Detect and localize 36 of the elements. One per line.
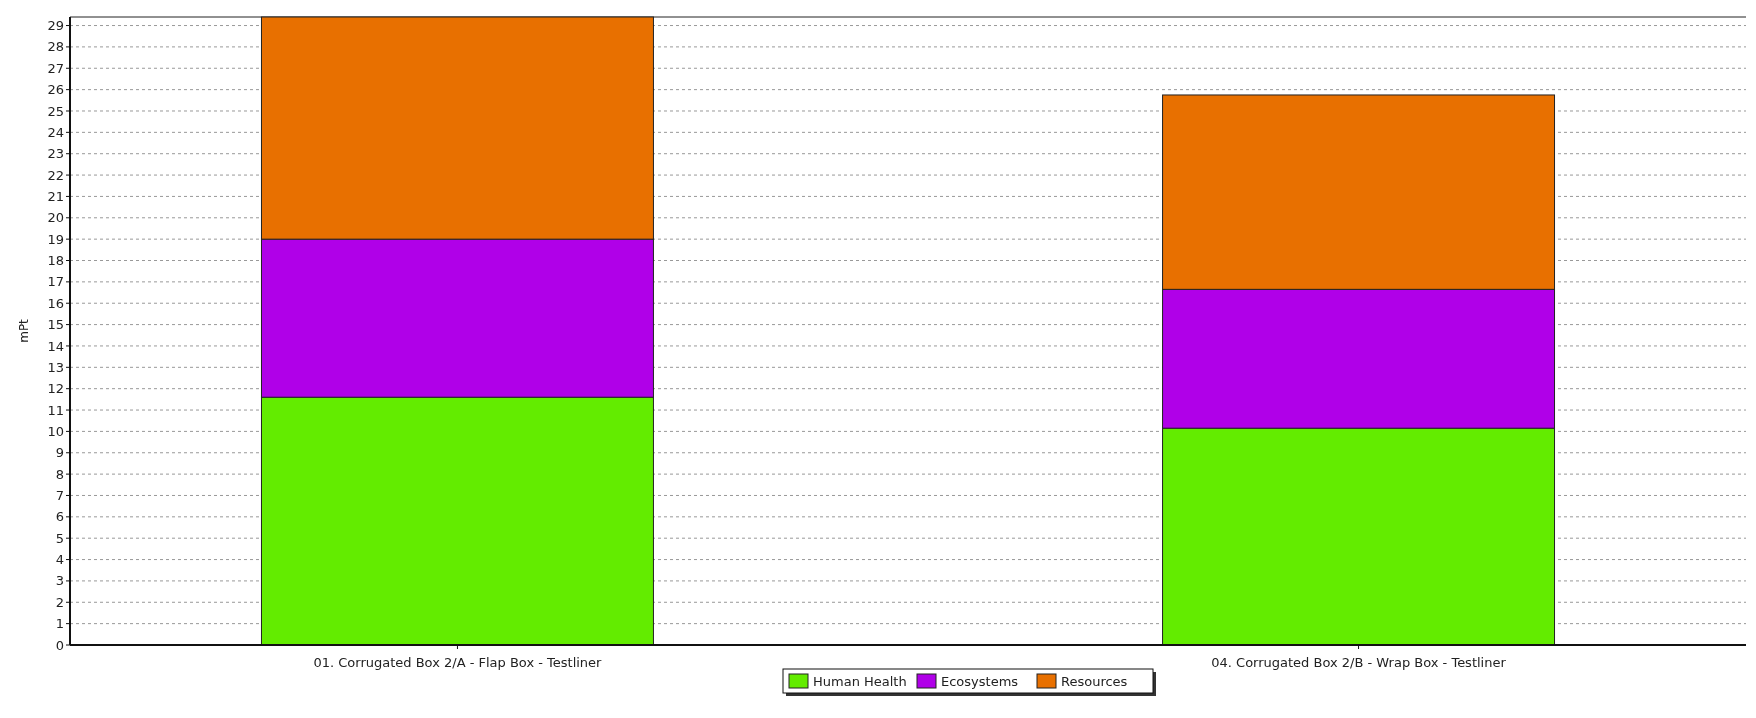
y-tick-label: 4 [55,552,64,568]
y-tick-label: 15 [47,317,64,333]
y-tick-label: 14 [47,338,64,354]
y-tick-label: 19 [47,231,64,247]
y-tick-label: 29 [47,18,64,34]
y-tick-label: 27 [47,60,64,76]
x-tick-label: 01. Corrugated Box 2/A - Flap Box - Testliner [313,655,603,670]
y-tick-label: 20 [47,210,64,226]
legend-label: Resources [1061,673,1128,689]
y-tick-label: 9 [55,445,64,461]
y-tick-label: 12 [47,381,64,397]
y-tick-label: 3 [55,573,64,589]
y-tick-label: 8 [55,466,64,482]
y-tick-label: 7 [55,488,64,504]
y-tick-label: 2 [55,594,64,610]
y-tick-label: 11 [47,402,64,418]
legend-label: Human Health [813,673,907,689]
y-tick-label: 21 [47,188,64,204]
y-axis-title: mPt [17,318,31,343]
x-tick-label: 04. Corrugated Box 2/B - Wrap Box - Testliner [1211,655,1507,670]
y-tick-label: 10 [47,423,64,439]
y-tick-label: 1 [55,616,64,632]
y-tick-label: 26 [47,82,64,98]
y-tick-label: 23 [47,146,64,162]
y-tick-label: 5 [55,530,64,546]
y-tick-label: 16 [47,295,64,311]
y-tick-label: 18 [47,253,64,269]
y-tick-label: 25 [47,103,64,119]
legend-label: Ecosystems [941,673,1019,689]
y-tick-label: 22 [47,167,64,183]
y-tick-label: 0 [55,637,64,653]
y-tick-label: 17 [47,274,64,290]
y-tick-label: 13 [47,359,64,375]
y-tick-label: 28 [47,39,64,55]
y-tick-label: 6 [55,509,64,525]
y-tick-label: 24 [47,124,64,140]
